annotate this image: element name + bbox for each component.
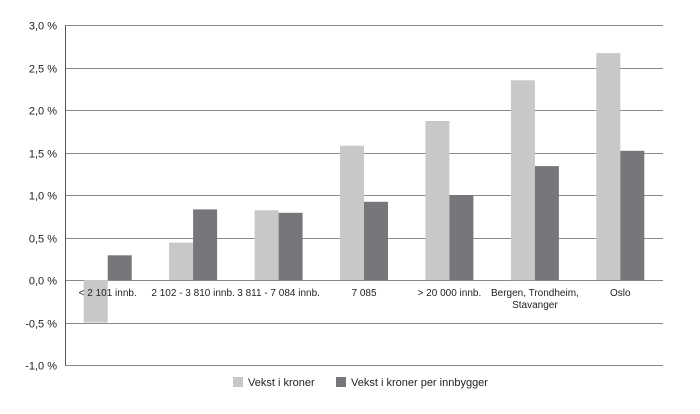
legend-label: Vekst i kroner per innbygger [351,377,488,389]
bar-vekst-i-kroner [169,242,194,280]
bar-vekst-per-innbygger [278,212,303,280]
x-tick-label: < 2 101 innb. [79,288,137,299]
legend-swatch [336,377,346,387]
bar-vekst-per-innbygger [107,255,132,280]
y-tick-label: 0,5 % [29,234,57,246]
legend: Vekst i kroner Vekst i kroner per innbygg… [233,377,488,389]
bars [83,53,645,323]
bar-vekst-per-innbygger [193,209,218,280]
y-tick-label: 2,0 % [29,106,57,118]
bar-vekst-per-innbygger [534,166,559,280]
bar-vekst-i-kroner [83,280,108,323]
x-tick-label: Bergen, Trondheim, [491,288,579,299]
bar-vekst-i-kroner [340,145,364,280]
y-tick-label: 3,0 % [29,21,57,33]
bar-vekst-i-kroner [254,210,279,280]
y-tick-label: -0,5 % [25,319,57,331]
y-tick-label: 1,5 % [29,149,57,161]
x-tick-label: 7 085 [351,288,376,299]
legend-swatch [233,377,243,387]
x-tick-label: Stavanger [512,300,558,311]
x-tick-labels: < 2 101 innb. 2 102 - 3 810 innb. 3 811 - … [79,288,631,311]
y-tick-label: 1,0 % [29,191,57,203]
y-tick-label: -1,0 % [25,361,57,373]
x-tick-label: 2 102 - 3 810 innb. [151,288,234,299]
bar-vekst-i-kroner [596,53,621,280]
bar-vekst-i-kroner [425,121,450,280]
y-tick-label: 2,5 % [29,64,57,76]
y-tick-label: 0,0 % [29,276,57,288]
bar-vekst-i-kroner [510,80,535,281]
bar-vekst-per-innbygger [620,150,645,280]
x-tick-label: Oslo [610,288,631,299]
y-tick-labels: -1,0 % -0,5 % 0,0 % 0,5 % 1,0 % 1,5 % 2,0 % 2,5… [25,21,57,373]
bar-vekst-per-innbygger [364,201,388,280]
x-tick-label: 3 811 - 7 084 innb. [237,288,320,299]
x-tick-label: > 20 000 innb. [418,288,482,299]
bar-vekst-per-innbygger [449,195,474,280]
legend-label: Vekst i kroner [248,377,315,389]
